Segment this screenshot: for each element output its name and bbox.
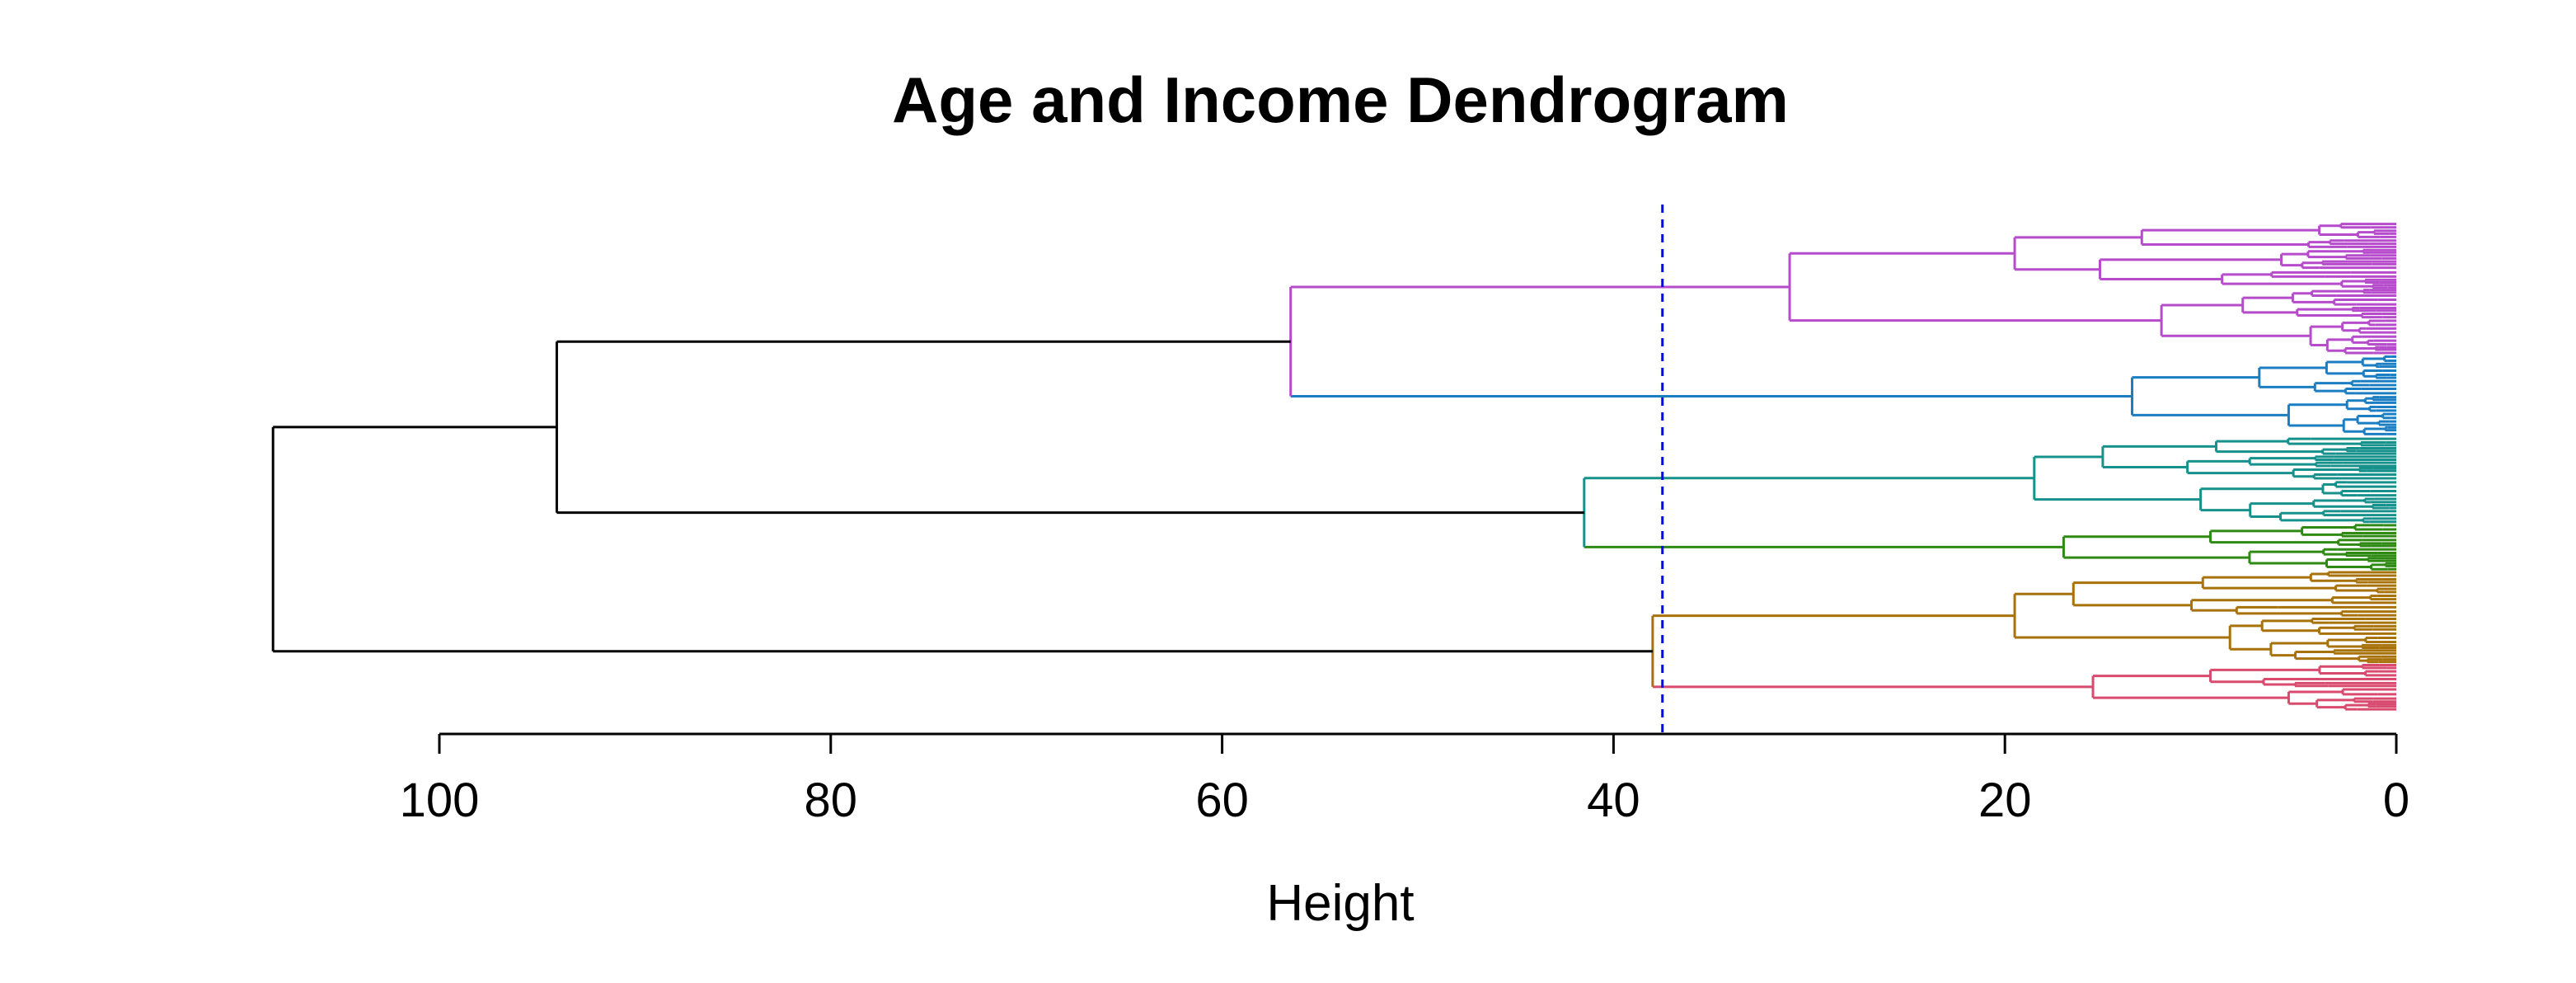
cluster-3-branches [2033,437,2396,524]
cluster-1-branches [1788,223,2396,355]
x-tick-label-2: 60 [1195,774,1249,827]
cluster-4-branches [2062,524,2396,571]
cluster-6-branches [2091,663,2396,711]
x-tick-label-4: 20 [1978,774,2032,827]
x-axis: 100 80 60 40 20 0 [400,732,2409,827]
x-axis-title: Height [1266,875,1414,932]
x-tick-label-3: 40 [1587,774,1640,827]
chart-title: Age and Income Dendrogram [892,63,1789,136]
x-tick-label-0: 100 [400,774,480,827]
cluster-5-branches [2013,571,2396,664]
cluster-2-branches [2131,355,2396,435]
x-tick-label-1: 80 [805,774,858,827]
x-tick-label-5: 0 [2383,774,2409,827]
dendrogram-marks [271,223,2396,711]
